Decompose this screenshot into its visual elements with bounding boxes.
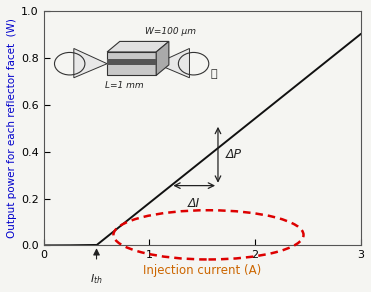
Text: 光: 光 bbox=[210, 69, 217, 79]
FancyBboxPatch shape bbox=[107, 59, 156, 65]
Text: ΔP: ΔP bbox=[225, 148, 242, 161]
Polygon shape bbox=[156, 41, 169, 75]
Polygon shape bbox=[107, 41, 169, 52]
Polygon shape bbox=[156, 48, 190, 78]
Y-axis label: Output power for each reflector facet  (W): Output power for each reflector facet (W… bbox=[7, 18, 17, 238]
Text: W=100 μm: W=100 μm bbox=[145, 27, 196, 36]
X-axis label: Injection current (A): Injection current (A) bbox=[143, 265, 261, 277]
Text: ΔI: ΔI bbox=[188, 197, 200, 210]
Text: L=1 mm: L=1 mm bbox=[105, 81, 144, 90]
Text: $I_{th}$: $I_{th}$ bbox=[90, 272, 103, 286]
FancyBboxPatch shape bbox=[107, 52, 156, 75]
Polygon shape bbox=[74, 48, 107, 78]
